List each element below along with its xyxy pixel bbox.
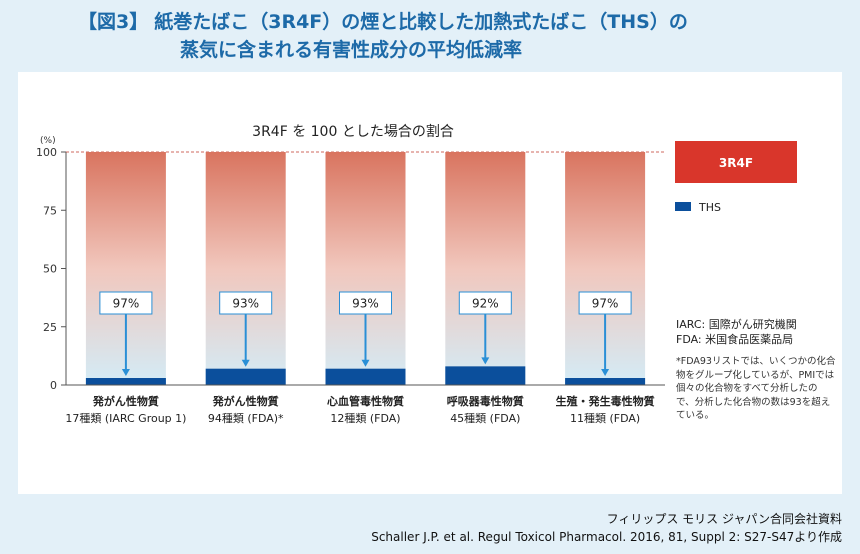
category-label-line1: 発がん性物質: [212, 394, 279, 408]
note-iarc: IARC: 国際がん研究機関: [676, 318, 797, 331]
y-tick-label: 100: [36, 146, 57, 159]
reduction-arrow-head: [481, 357, 490, 365]
reduction-arrow-head: [361, 359, 370, 367]
footnote: *FDA93リストでは、いくつかの化合物をグループ化しているが、PMIでは個々の…: [676, 356, 836, 421]
category-label-line2: 11種類 (FDA): [570, 411, 640, 425]
reduction-label: 97%: [592, 297, 619, 311]
legend-3r4f-swatch: [675, 141, 797, 183]
category-label-line1: 発がん性物質: [92, 394, 159, 408]
category-label-line1: 心血管毒性物質: [327, 394, 404, 408]
reduction-label: 92%: [472, 297, 499, 311]
reduction-label-box: [99, 291, 153, 315]
bar-ths: [445, 366, 526, 385]
figure-title-line2: 蒸気に含まれる有害性成分の平均低減率: [180, 39, 523, 61]
reduction-label-box: [219, 291, 273, 315]
note-fda: FDA: 米国食品医薬品局: [676, 333, 794, 346]
bar-ths: [205, 368, 286, 385]
reduction-arrow-head: [241, 359, 250, 367]
reduction-arrow-head: [601, 369, 610, 377]
legend-3r4f-label: 3R4F: [719, 156, 753, 170]
figure-title: 【図3】 紙巻たばこ（3R4F）の煙と比較した加熱式たばこ（THS）の 蒸気に含ま…: [78, 8, 848, 64]
reduction-label: 93%: [352, 297, 379, 311]
bar-ths: [325, 368, 406, 385]
bar-ths: [565, 378, 646, 385]
reduction-arrow-head: [121, 369, 130, 377]
chart-title: 3R4F を 100 とした場合の割合: [252, 123, 454, 140]
source-line1: フィリップス モリス ジャパン合同会社資料: [606, 512, 842, 526]
notes: IARC: 国際がん研究機関 FDA: 米国食品医薬品局 *FDA93リストでは…: [676, 317, 836, 423]
y-unit-label: (%): [40, 136, 56, 146]
category-label-line2: 45種類 (FDA): [450, 411, 520, 425]
bar-ths: [85, 378, 166, 385]
reduction-label-box: [339, 291, 392, 315]
category-label-line2: 17種類 (IARC Group 1): [65, 411, 186, 425]
category-label-line2: 12種類 (FDA): [330, 411, 400, 425]
y-tick-label: 50: [43, 263, 57, 276]
bar-chart: 3R4F を 100 とした場合の割合 (%) 0 25 50 75 100 97% 発がん性物…: [36, 123, 797, 425]
category-label-line1: 呼吸器毒性物質: [447, 394, 524, 408]
reduction-label-box: [458, 291, 512, 315]
reduction-label: 93%: [232, 297, 259, 311]
category-label-line1: 生殖・発生毒性物質: [556, 394, 655, 408]
legend-ths-swatch: [675, 202, 691, 211]
y-tick-label: 0: [50, 379, 57, 392]
y-tick-label: 25: [43, 321, 57, 334]
reduction-label-box: [578, 291, 632, 315]
figure-title-line1: 紙巻たばこ（3R4F）の煙と比較した加熱式たばこ（THS）の: [154, 11, 688, 33]
source-citation: フィリップス モリス ジャパン合同会社資料 Schaller J.P. et a…: [371, 510, 842, 546]
reduction-label: 97%: [113, 297, 140, 311]
chart-panel: 3R4F を 100 とした場合の割合 (%) 0 25 50 75 100 97% 発がん性物…: [18, 72, 842, 494]
legend-ths-label: THS: [698, 201, 721, 214]
y-tick-label: 75: [43, 204, 57, 217]
category-label-line2: 94種類 (FDA)*: [208, 411, 284, 425]
figure-tag: 【図3】: [78, 11, 149, 33]
source-line2: Schaller J.P. et al. Regul Toxicol Pharm…: [371, 530, 842, 544]
